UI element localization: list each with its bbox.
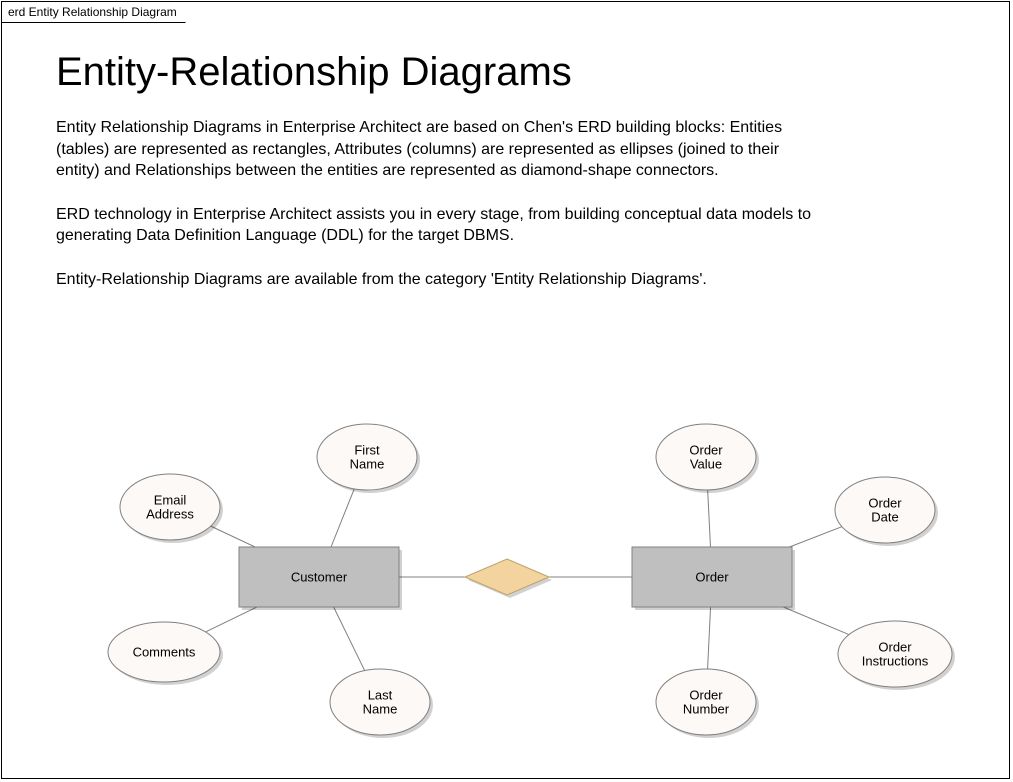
attr-label-order_num: OrderNumber [683,688,730,717]
edges-layer [206,489,849,671]
attr-label-order_instr: OrderInstructions [862,640,929,669]
relationship-shadow [468,562,552,598]
page-title: Entity-Relationship Diagrams [56,50,946,95]
edge-email [211,526,255,547]
entity-label-order: Order [695,570,729,585]
paragraph-2: ERD technology in Enterprise Architect a… [56,204,826,247]
entity-shadow-order [635,550,795,610]
content-block: Entity-Relationship Diagrams Entity Rela… [56,50,946,313]
attr-shadow-order_value [659,427,759,493]
edge-last_name [334,607,365,671]
nodes-layer: Customer Order FirstName EmailAddress Commen… [108,424,955,738]
attr-shadow-email [123,477,223,543]
attr-comments [108,622,220,682]
attr-label-email: EmailAddress [146,493,194,522]
paragraph-1: Entity Relationship Diagrams in Enterpri… [56,117,826,182]
attr-order_date [835,477,935,543]
attr-label-order_value: OrderValue [689,443,723,472]
frame-tab: erd Entity Relationship Diagram [1,1,186,23]
relationship-diamond [465,559,549,595]
attr-label-last_name: LastName [363,688,398,717]
paragraph-3: Entity-Relationship Diagrams are availab… [56,269,826,291]
attr-order_num [656,669,756,735]
entity-customer [239,547,399,607]
attr-shadow-order_num [659,672,759,738]
edge-order_value [708,490,711,547]
diagram-frame: erd Entity Relationship Diagram Entity-R… [1,1,1010,779]
attr-shadow-comments [111,625,223,685]
edge-order_num [708,607,711,669]
edge-comments [206,607,257,632]
attr-label-first_name: FirstName [350,443,385,472]
attr-label-order_date: OrderDate [868,496,902,525]
attr-shadow-order_instr [841,624,955,690]
attr-shadow-order_date [838,480,938,546]
attr-order_instr [838,621,952,687]
entity-order [632,547,792,607]
attr-label-comments: Comments [133,645,196,660]
attr-shadow-last_name [333,672,433,738]
entity-shadow-customer [242,550,402,610]
attr-first_name [317,424,417,490]
entity-label-customer: Customer [291,570,348,585]
attr-last_name [330,669,430,735]
attr-order_value [656,424,756,490]
edge-order_instr [783,607,849,635]
edge-first_name [331,489,354,547]
attr-shadow-first_name [320,427,420,493]
attr-email [120,474,220,540]
edge-order_date [789,527,841,547]
